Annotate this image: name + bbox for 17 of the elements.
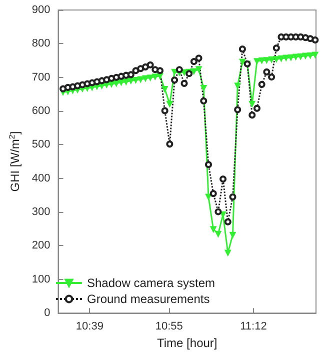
x-tick-label: 10:39	[76, 320, 104, 333]
y-tick-label: 700	[32, 71, 50, 84]
legend-label: Ground measurements	[87, 292, 210, 306]
x-tick-label: 11:12	[240, 320, 267, 333]
y-tick-label: 200	[32, 240, 50, 252]
x-tick-label: 10:55	[155, 320, 183, 333]
y-tick-label: 300	[32, 206, 50, 218]
y-tick-label: 100	[32, 273, 50, 286]
y-tick-label: 500	[32, 138, 50, 151]
y-tick-label: 900	[32, 4, 50, 16]
x-axis-title: Time [hour]	[157, 336, 218, 350]
y-tick-label: 0	[44, 307, 50, 320]
y-tick-label: 400	[32, 172, 50, 184]
legend-label: Shadow camera system	[87, 276, 216, 290]
y-tick-label: 600	[32, 105, 50, 118]
y-tick-label: 800	[32, 38, 50, 50]
y-axis-title: GHI [W/m2]	[8, 131, 22, 192]
